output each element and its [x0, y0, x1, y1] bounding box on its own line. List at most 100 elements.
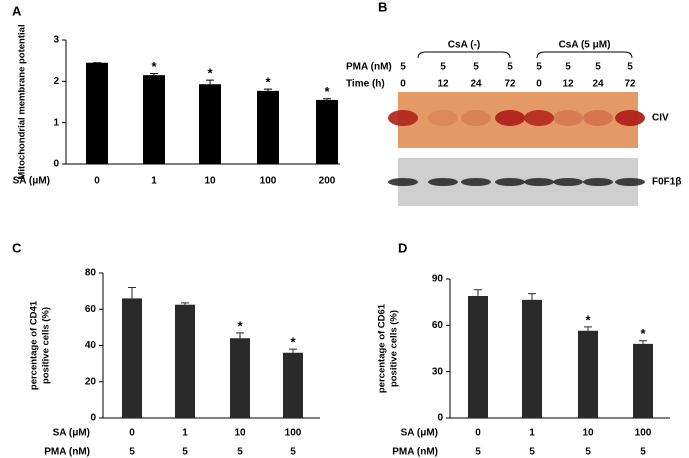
row-value: 5: [536, 62, 542, 73]
y-tick-label: 20: [85, 376, 97, 387]
bar: [257, 90, 279, 164]
y-tick-label: 60: [432, 320, 444, 331]
band: [524, 110, 554, 126]
x-tick-label: 0: [129, 428, 135, 439]
y-axis-label: positive cells (%): [389, 310, 400, 387]
x-tick-label: 1: [182, 428, 188, 439]
x-axis-label: SA (μM): [401, 428, 438, 439]
group-bracket: [536, 51, 633, 59]
row-label: PMA (nM): [392, 447, 438, 458]
significance-marker: *: [640, 326, 646, 341]
row-value: 5: [529, 447, 535, 458]
error-bar: [150, 72, 158, 76]
y-tick-label: 1: [53, 117, 59, 128]
row-value: 0: [400, 79, 406, 90]
significance-marker: *: [207, 66, 213, 81]
band: [615, 110, 645, 126]
row-value: 5: [440, 62, 446, 73]
row-value: 5: [640, 447, 646, 458]
y-tick-label: 0: [53, 159, 59, 170]
row-value: 5: [565, 62, 571, 73]
x-tick-label: 0: [94, 176, 100, 187]
significance-marker: *: [265, 75, 271, 90]
bar: [633, 343, 653, 418]
error-bar: [181, 302, 189, 305]
y-tick-label: 0: [90, 413, 96, 424]
row-value: 5: [182, 447, 188, 458]
row-value: 24: [470, 79, 482, 90]
y-tick-label: 2: [53, 76, 59, 87]
y-tick-label: 30: [432, 366, 444, 377]
error-bar: [128, 287, 136, 299]
band: [553, 110, 583, 126]
x-tick-label: 1: [529, 428, 535, 439]
band: [583, 110, 613, 126]
bar: [175, 304, 195, 418]
error-bar: [236, 332, 244, 339]
y-tick-label: 90: [432, 274, 444, 285]
group-label: CsA (5 μM): [559, 40, 611, 51]
x-tick-label: 200: [319, 176, 336, 187]
band: [553, 178, 583, 186]
error-bar: [289, 348, 297, 353]
bar: [468, 295, 488, 418]
x-tick-label: 100: [635, 428, 652, 439]
row-value: 5: [507, 62, 513, 73]
bar: [230, 338, 250, 418]
y-axis-label: percentage of CD61: [377, 303, 388, 393]
error-bar: [474, 289, 482, 296]
y-tick-label: 3: [53, 35, 59, 46]
x-axis-label: SA (μM): [13, 176, 50, 187]
error-bar: [264, 88, 272, 91]
band: [495, 110, 525, 126]
band: [495, 178, 525, 186]
x-tick-label: 10: [582, 428, 594, 439]
bar: [86, 62, 108, 164]
band: [524, 178, 554, 186]
x-tick-label: 100: [285, 428, 302, 439]
significance-marker: *: [151, 59, 157, 74]
band: [428, 178, 458, 186]
row-value: 12: [437, 79, 449, 90]
bar: [199, 84, 221, 164]
row-value: 5: [237, 447, 243, 458]
y-tick-label: 40: [85, 340, 97, 351]
row-value: 72: [624, 79, 636, 90]
row-value: 5: [400, 62, 406, 73]
blot-label: CIV: [652, 113, 669, 124]
significance-marker: *: [290, 335, 296, 350]
row-value: 24: [592, 79, 604, 90]
blot-label: F0F1β: [652, 177, 681, 188]
band: [583, 178, 613, 186]
row-label: PMA (nM): [346, 62, 392, 73]
bar: [283, 352, 303, 418]
panel-label: B: [378, 0, 387, 14]
bar: [143, 75, 165, 164]
x-axis-label: SA (μM): [53, 428, 90, 439]
significance-marker: *: [237, 318, 243, 333]
significance-marker: *: [585, 312, 591, 327]
error-bar: [206, 79, 214, 85]
row-value: 5: [595, 62, 601, 73]
error-bar: [639, 340, 647, 344]
group-bracket: [417, 51, 511, 59]
y-tick-label: 60: [85, 304, 97, 315]
group-label: CsA (-): [448, 40, 480, 51]
panel-label: A: [12, 3, 22, 18]
row-value: 72: [504, 79, 516, 90]
y-tick-label: 0: [437, 413, 443, 424]
x-tick-label: 1: [151, 176, 157, 187]
x-tick-label: 0: [475, 428, 481, 439]
bar: [522, 299, 542, 418]
error-bar: [528, 293, 536, 300]
error-bar: [323, 98, 331, 100]
row-value: 5: [473, 62, 479, 73]
significance-marker: *: [324, 84, 330, 99]
band: [615, 178, 645, 186]
row-value: 5: [290, 447, 296, 458]
row-label: Time (h): [346, 79, 385, 90]
x-tick-label: 100: [260, 176, 277, 187]
row-value: 0: [536, 79, 542, 90]
row-label: PMA (nM): [44, 447, 90, 458]
